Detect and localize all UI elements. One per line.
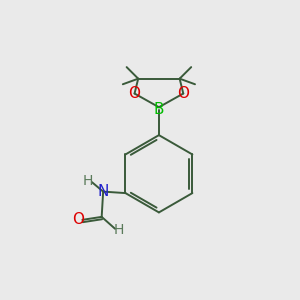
Text: H: H [114,223,124,237]
Text: N: N [98,184,109,199]
Text: H: H [83,174,94,188]
Text: B: B [154,102,164,117]
Text: O: O [73,212,85,227]
Text: O: O [177,86,189,101]
Text: O: O [128,86,140,101]
